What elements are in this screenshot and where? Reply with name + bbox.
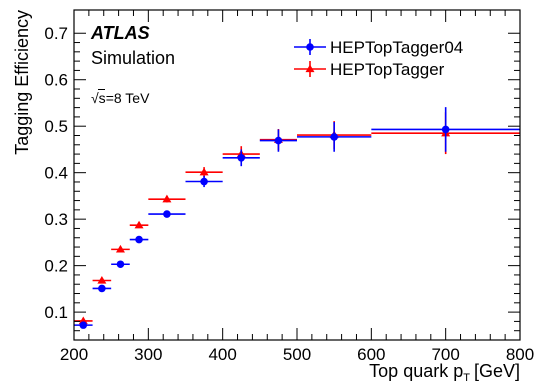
- x-axis-title-unit: [GeV]: [474, 361, 520, 381]
- data-point: [98, 284, 106, 293]
- data-point: [199, 167, 209, 176]
- x-axis-title-subscript: T: [463, 372, 470, 383]
- y-tick-label: 0.4: [44, 164, 68, 183]
- y-tick-label: 0.2: [44, 257, 68, 276]
- data-point: [115, 244, 125, 253]
- energy-label: √s=8 TeV: [91, 90, 150, 106]
- data-point: [200, 177, 208, 186]
- x-tick-label: 200: [60, 345, 88, 364]
- x-tick-label: 300: [134, 345, 162, 364]
- atlas-label: ATLAS: [90, 23, 150, 43]
- series-heptoptagger: [74, 112, 520, 325]
- x-tick-label: 700: [431, 345, 459, 364]
- energy-sqrt-s: √s: [91, 90, 106, 106]
- legend-label: HEPTopTagger04: [330, 38, 463, 57]
- y-tick-label: 0.5: [44, 117, 68, 136]
- data-point: [330, 133, 338, 141]
- legend-marker: [305, 64, 315, 73]
- legend-label: HEPTopTagger: [330, 60, 445, 79]
- x-tick-label: 500: [283, 345, 311, 364]
- data-point: [274, 136, 283, 145]
- data-point: [79, 321, 88, 329]
- x-axis-title: Top quark pT [GeV]: [369, 361, 520, 383]
- y-tick-label: 0.6: [44, 71, 68, 90]
- data-point: [237, 154, 246, 162]
- data-point: [162, 194, 172, 203]
- y-axis-title: Tagging Efficiency: [12, 10, 32, 155]
- x-axis-title-main: Top quark p: [369, 361, 463, 381]
- axes-layer: 200 300 400 500 600 700 800 0.1 0.2 0.3 0.4 0.5 0.6 0…: [44, 9, 534, 364]
- data-point: [135, 235, 143, 244]
- legend: HEPTopTagger04 HEPTopTagger: [294, 38, 463, 79]
- y-tick-label: 0.3: [44, 210, 68, 229]
- x-tick-label: 600: [357, 345, 385, 364]
- data-point: [97, 276, 107, 284]
- series-heptoptagger04: [74, 107, 520, 329]
- simulation-label: Simulation: [91, 48, 175, 68]
- y-tick-label: 0.1: [44, 303, 68, 322]
- series-layer: [74, 107, 520, 329]
- data-point: [163, 210, 171, 218]
- data-point: [116, 260, 125, 269]
- x-tick-label: 800: [506, 345, 534, 364]
- y-tick-label: 0.7: [44, 24, 68, 43]
- x-tick-label: 400: [208, 345, 236, 364]
- data-point: [134, 220, 144, 229]
- data-point: [441, 125, 450, 134]
- energy-value: =8 TeV: [106, 90, 150, 106]
- legend-marker: [306, 43, 314, 51]
